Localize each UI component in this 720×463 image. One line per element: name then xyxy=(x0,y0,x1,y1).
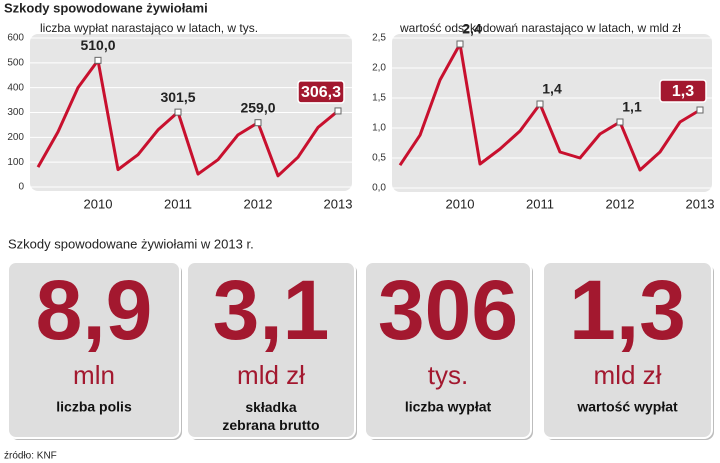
value-label: 259,0 xyxy=(240,99,275,115)
chart-title: liczba wypłat narastająco w latach, w ty… xyxy=(40,21,258,35)
x-tick-label: 2013 xyxy=(324,196,353,211)
x-tick-label: 2012 xyxy=(244,196,273,211)
value-label: 1,1 xyxy=(622,99,642,115)
y-tick-label: 2,5 xyxy=(372,33,386,44)
stat-number: 1,3 xyxy=(569,263,686,357)
y-tick-label: 0,0 xyxy=(372,183,386,194)
chart-title: wartość odszkodowań narastająco w latach… xyxy=(399,21,681,35)
stat-unit: tys. xyxy=(428,360,468,390)
value-label: 510,0 xyxy=(80,37,115,53)
stat-unit: mln xyxy=(73,360,115,390)
stat-number: 8,9 xyxy=(36,263,153,357)
y-tick-label: 2,0 xyxy=(372,63,386,74)
point-marker xyxy=(536,100,544,108)
label-box xyxy=(297,80,345,104)
y-tick-label: 0,5 xyxy=(372,153,386,164)
point-marker xyxy=(174,108,182,116)
y-tick-label: 400 xyxy=(7,82,24,93)
y-tick-label: 600 xyxy=(7,33,24,44)
stat-box xyxy=(186,261,356,439)
data-line xyxy=(36,58,339,178)
stat-label: liczba wypłat xyxy=(405,399,492,415)
label-box xyxy=(659,79,707,103)
x-tick-label: 2011 xyxy=(164,196,192,211)
value-label: 306,3 xyxy=(301,84,341,101)
y-tick-label: 300 xyxy=(7,107,24,118)
stat-label: wartość wypłat xyxy=(576,399,678,415)
stat-number: 306 xyxy=(378,263,518,357)
stat-box xyxy=(7,261,181,439)
y-tick-label: 1,5 xyxy=(372,93,386,104)
x-tick-label: 2010 xyxy=(446,196,475,211)
main-title: Szkody spowodowane żywiołami xyxy=(4,0,208,15)
y-tick-label: 1,0 xyxy=(372,123,386,134)
stat-number: 3,1 xyxy=(213,263,330,357)
point-marker xyxy=(456,40,464,48)
point-marker xyxy=(334,107,342,115)
stat-unit: mld zł xyxy=(594,360,662,390)
value-label: 301,5 xyxy=(160,89,195,105)
y-tick-label: 0 xyxy=(18,182,24,193)
point-marker xyxy=(616,118,624,126)
value-label: 1,3 xyxy=(672,83,694,100)
x-tick-label: 2013 xyxy=(686,196,715,211)
source: źródło: KNF xyxy=(4,451,57,462)
x-tick-label: 2010 xyxy=(84,196,113,211)
stat-box xyxy=(542,261,713,439)
y-tick-label: 500 xyxy=(7,57,24,68)
data-line xyxy=(398,42,701,172)
stat-box xyxy=(364,261,532,439)
point-marker xyxy=(254,119,262,127)
y-tick-label: 200 xyxy=(7,132,24,143)
y-tick-label: 100 xyxy=(7,157,24,168)
stat-label: liczba polis xyxy=(56,399,132,415)
plot-background xyxy=(392,34,712,192)
stats-title: Szkody spowodowane żywiołami w 2013 r. xyxy=(8,236,254,251)
point-marker xyxy=(94,56,102,64)
value-label: 1,4 xyxy=(542,81,562,97)
x-tick-label: 2012 xyxy=(606,196,635,211)
stat-label: składka zebrana brutto xyxy=(222,399,319,433)
point-marker xyxy=(696,106,704,114)
x-tick-label: 2011 xyxy=(526,196,554,211)
value-label: 2,4 xyxy=(462,21,482,37)
stat-unit: mld zł xyxy=(237,360,305,390)
